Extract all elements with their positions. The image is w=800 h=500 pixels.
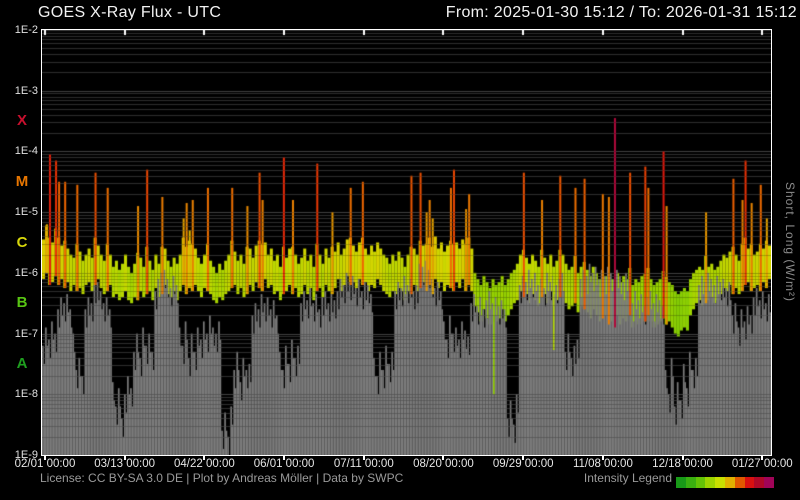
x-tick-label: 04/22 00:00 [174,458,235,470]
page-title: GOES X-Ray Flux - UTC [38,4,222,21]
time-range-label: From: 2025-01-30 15:12 / To: 2026-01-31 … [445,4,797,21]
legend-swatch [744,477,755,488]
legend-swatch [685,477,696,488]
x-tick-label: 02/01 00:00 [14,458,76,470]
y-tick-label: 1E-5 [14,206,38,219]
x-tick-mark [283,456,286,460]
legend-swatch [676,477,686,488]
y-tick-label: 1E-9 [14,449,38,461]
legend-swatch [715,477,725,488]
x-tick-label: 08/20 00:00 [413,458,474,470]
x-tick-label: 12/18 00:00 [652,458,713,470]
x-tick-label: 06/01 00:00 [253,458,315,470]
flux-chart-canvas [42,30,771,455]
license-text: License: CC BY-SA 3.0 DE | Plot by Andre… [40,471,404,485]
right-axis-label: Short, Long (W/m²) [783,182,797,303]
flare-class-letter-a: A [16,354,28,372]
x-tick-mark [362,456,365,460]
legend-swatch [734,477,745,488]
x-tick-mark [442,456,445,460]
x-tick-mark [123,456,126,460]
x-tick-mark [43,456,46,460]
y-tick-label: 1E-6 [14,266,38,279]
legend-swatch [695,477,706,488]
legend-swatch [724,477,735,488]
flare-class-letter-c: C [16,233,28,251]
x-tick-label: 03/13 00:00 [94,458,156,470]
intensity-legend-gradient [676,477,774,488]
x-tick-mark [761,456,764,460]
y-tick-label: 1E-7 [14,327,38,340]
y-tick-label: 1E-8 [14,388,38,401]
flare-class-letter-m: M [15,172,29,190]
legend-swatch [764,477,774,488]
x-tick-label: 09/29 00:00 [492,458,554,470]
legend-swatch [705,477,716,488]
y-tick-label: 1E-3 [14,84,38,97]
flare-class-letter-x: X [16,112,27,130]
y-tick-label: 1E-4 [14,145,38,158]
x-tick-mark [681,456,684,460]
y-tick-label: 1E-2 [14,24,38,36]
x-tick-mark [601,456,604,460]
legend-swatch [754,477,765,488]
plot-frame [41,29,772,456]
intensity-legend-label: Intensity Legend [583,471,672,485]
x-tick-label: 07/11 00:00 [333,458,394,470]
x-tick-label: 11/08 00:00 [572,458,633,470]
flare-class-letter-b: B [16,294,28,312]
x-tick-mark [203,456,206,460]
x-tick-mark [522,456,525,460]
x-tick-label: 01/27 00:00 [731,458,793,470]
